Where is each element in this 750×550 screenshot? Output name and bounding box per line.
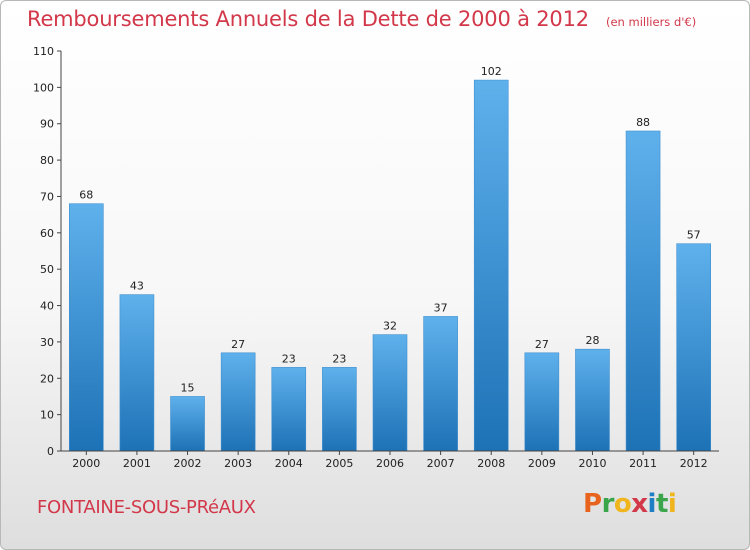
y-tick-label: 30 — [40, 336, 54, 349]
x-tick-label: 2004 — [275, 457, 303, 470]
x-tick-label: 2011 — [629, 457, 657, 470]
x-tick-label: 2001 — [123, 457, 151, 470]
bar-value-label: 15 — [181, 381, 195, 394]
chart-unit-label: (en milliers d'€) — [606, 15, 697, 29]
logo-letter: i — [647, 489, 657, 519]
bar-value-label: 23 — [282, 352, 296, 365]
bar — [170, 396, 205, 452]
logo-letter: x — [631, 489, 648, 519]
bar-value-label: 57 — [687, 229, 701, 242]
logo-letter: r — [601, 489, 615, 519]
y-tick-label: 10 — [40, 409, 54, 422]
bar — [625, 130, 661, 452]
y-tick-label: 70 — [40, 190, 54, 203]
x-tick-label: 2008 — [477, 457, 505, 470]
bar-value-label: 23 — [332, 352, 346, 365]
bar-value-label: 37 — [434, 301, 448, 314]
title-row: Remboursements Annuels de la Dette de 20… — [27, 7, 696, 31]
logo-letter: P — [583, 489, 602, 519]
bar — [220, 352, 256, 452]
x-tick-label: 2003 — [224, 457, 252, 470]
bar — [271, 367, 307, 452]
x-tick-label: 2007 — [427, 457, 455, 470]
y-tick-label: 100 — [33, 81, 54, 94]
bar — [372, 334, 408, 452]
y-tick-label: 20 — [40, 372, 54, 385]
logo-letter: o — [613, 489, 632, 519]
y-tick-label: 40 — [40, 300, 54, 313]
bar-value-label: 88 — [636, 116, 650, 129]
proxiti-logo: Proxiti — [583, 489, 677, 519]
bar — [423, 316, 458, 452]
x-tick-label: 2012 — [680, 457, 708, 470]
bar-value-label: 27 — [231, 338, 245, 351]
x-tick-label: 2010 — [578, 457, 606, 470]
x-tick-label: 2002 — [174, 457, 202, 470]
bar-value-label: 102 — [481, 65, 502, 78]
y-tick-label: 80 — [40, 154, 54, 167]
bar-value-label: 32 — [383, 320, 397, 333]
y-tick-label: 50 — [40, 263, 54, 276]
commune-name: FONTAINE-SOUS-PRéAUX — [37, 497, 256, 518]
x-tick-label: 2009 — [528, 457, 556, 470]
bar — [676, 243, 711, 452]
bar-value-label: 43 — [130, 280, 144, 293]
bar — [575, 348, 610, 452]
bar — [524, 352, 560, 452]
bar — [119, 294, 155, 452]
y-tick-label: 110 — [33, 45, 54, 58]
bar-value-label: 68 — [79, 189, 93, 202]
y-tick-label: 60 — [40, 227, 54, 240]
logo-letter: i — [667, 489, 677, 519]
bar — [69, 203, 104, 452]
chart-title: Remboursements Annuels de la Dette de 20… — [27, 7, 589, 31]
x-tick-label: 2006 — [376, 457, 404, 470]
logo-letter: t — [655, 489, 668, 519]
bar-value-label: 27 — [535, 338, 549, 351]
x-tick-label: 2000 — [72, 457, 100, 470]
bar — [322, 367, 357, 452]
x-tick-label: 2005 — [325, 457, 353, 470]
y-tick-label: 0 — [47, 445, 54, 458]
y-tick-label: 90 — [40, 118, 54, 131]
bar-value-label: 28 — [585, 334, 599, 347]
bar — [473, 79, 509, 452]
